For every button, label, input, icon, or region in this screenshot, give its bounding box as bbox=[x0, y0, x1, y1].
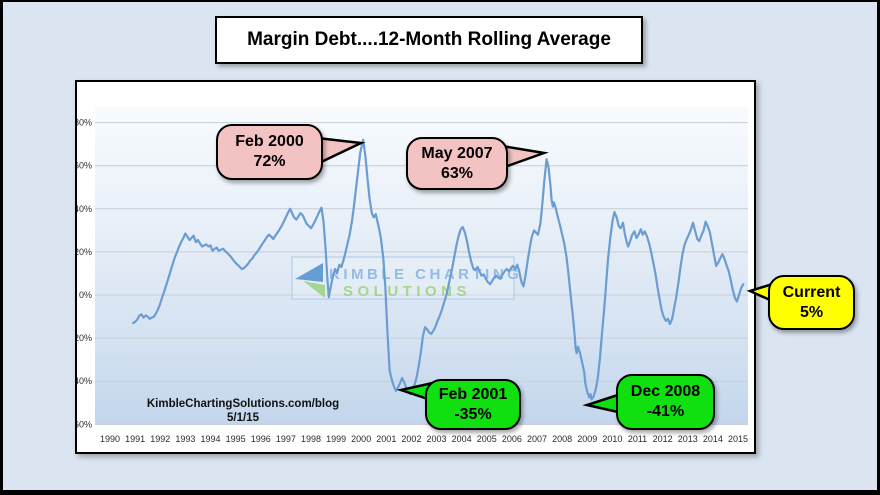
svg-text:2009: 2009 bbox=[577, 434, 597, 444]
svg-text:-40%: -40% bbox=[77, 376, 92, 386]
svg-text:2003: 2003 bbox=[427, 434, 447, 444]
svg-text:SOLUTIONS: SOLUTIONS bbox=[343, 283, 471, 300]
svg-text:KIMBLE CHARTING: KIMBLE CHARTING bbox=[329, 266, 522, 283]
svg-text:60%: 60% bbox=[77, 161, 92, 171]
svg-text:2013: 2013 bbox=[678, 434, 698, 444]
svg-text:2015: 2015 bbox=[728, 434, 748, 444]
svg-text:2010: 2010 bbox=[602, 434, 622, 444]
svg-text:2011: 2011 bbox=[628, 434, 647, 444]
svg-text:2001: 2001 bbox=[376, 434, 396, 444]
svg-text:1991: 1991 bbox=[125, 434, 145, 444]
callout-date: Dec 2008 bbox=[630, 383, 701, 400]
svg-text:1999: 1999 bbox=[326, 434, 346, 444]
svg-text:2006: 2006 bbox=[502, 434, 522, 444]
svg-text:2014: 2014 bbox=[703, 434, 723, 444]
callout-feb-2000: Feb 2000 72% bbox=[216, 124, 323, 180]
svg-text:KimbleChartingSolutions.com/bl: KimbleChartingSolutions.com/blog bbox=[147, 398, 339, 410]
svg-text:1998: 1998 bbox=[301, 434, 321, 444]
svg-text:2002: 2002 bbox=[401, 434, 421, 444]
svg-text:0%: 0% bbox=[79, 290, 92, 300]
svg-text:1994: 1994 bbox=[200, 434, 220, 444]
svg-text:80%: 80% bbox=[77, 118, 92, 128]
svg-text:1997: 1997 bbox=[276, 434, 296, 444]
callout-date: Current bbox=[782, 283, 841, 301]
svg-text:5/1/15: 5/1/15 bbox=[227, 412, 260, 424]
callout-value: 72% bbox=[253, 153, 286, 170]
callout-dec-2008: Dec 2008 -41% bbox=[616, 374, 715, 430]
svg-text:2004: 2004 bbox=[452, 434, 472, 444]
callout-date: Feb 2001 bbox=[438, 385, 508, 403]
svg-text:20%: 20% bbox=[77, 247, 92, 257]
chart-title: Margin Debt....12-Month Rolling Average bbox=[247, 29, 611, 50]
callout-value: -35% bbox=[454, 405, 492, 423]
callout-date: May 2007 bbox=[421, 144, 493, 162]
callout-current: Current 5% bbox=[768, 275, 855, 330]
svg-text:40%: 40% bbox=[77, 204, 92, 214]
svg-text:1992: 1992 bbox=[150, 434, 170, 444]
callout-feb-2001: Feb 2001 -35% bbox=[425, 379, 521, 430]
svg-text:1990: 1990 bbox=[100, 434, 120, 444]
svg-text:2007: 2007 bbox=[527, 434, 547, 444]
callout-may-2007: May 2007 63% bbox=[406, 137, 508, 190]
callout-value: 63% bbox=[440, 164, 474, 182]
callout-date: Feb 2000 bbox=[235, 133, 304, 150]
svg-text:-20%: -20% bbox=[77, 333, 92, 343]
svg-text:-60%: -60% bbox=[77, 419, 92, 429]
svg-text:2008: 2008 bbox=[552, 434, 572, 444]
svg-text:2000: 2000 bbox=[351, 434, 371, 444]
svg-text:2012: 2012 bbox=[653, 434, 673, 444]
svg-text:1995: 1995 bbox=[226, 434, 246, 444]
callout-value: -41% bbox=[646, 403, 685, 420]
svg-text:1993: 1993 bbox=[175, 434, 195, 444]
svg-text:1996: 1996 bbox=[251, 434, 271, 444]
chart-title-box: Margin Debt....12-Month Rolling Average bbox=[215, 16, 643, 64]
svg-text:2005: 2005 bbox=[477, 434, 497, 444]
callout-value: 5% bbox=[799, 303, 824, 321]
